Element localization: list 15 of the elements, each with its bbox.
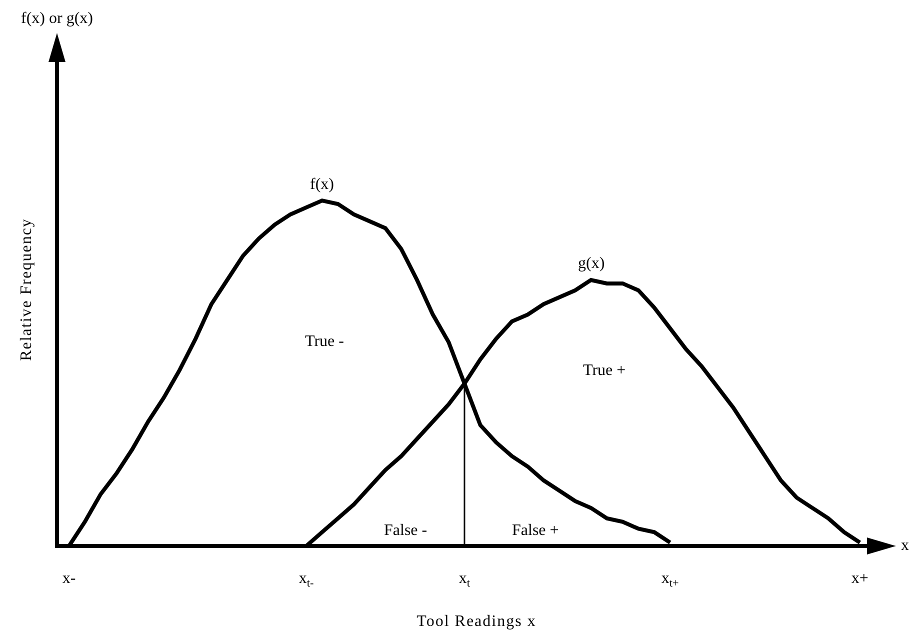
- x-tick-label: x$_{t+}$: [661, 570, 679, 590]
- annotation: True +: [583, 362, 626, 379]
- annotation: False +: [512, 522, 559, 539]
- text: f(x) or g(x): [21, 10, 93, 27]
- x-tick-label: x$_{t-}$: [298, 570, 314, 590]
- series-label: g(x): [578, 255, 605, 272]
- series-label: f(x): [310, 176, 334, 193]
- x-tick-label: x$_{t}$: [458, 570, 471, 590]
- annotation: True -: [305, 333, 344, 350]
- text: x: [901, 537, 909, 554]
- x-axis-title: Tool Readings x: [416, 613, 536, 630]
- annotation: False -: [384, 522, 428, 539]
- y-axis-title: Relative Frequency: [18, 218, 35, 361]
- x-tick-label: x+: [851, 570, 868, 587]
- x-tick-label: x-: [62, 570, 76, 587]
